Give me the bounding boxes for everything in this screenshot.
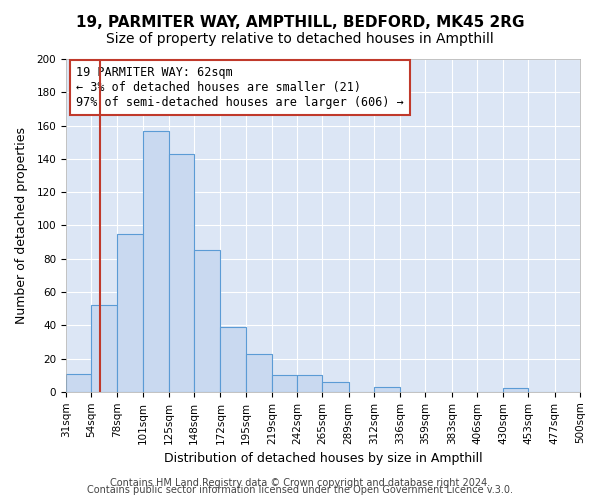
Bar: [143, 130, 169, 392]
Text: 19 PARMITER WAY: 62sqm
← 3% of detached houses are smaller (21)
97% of semi-deta: 19 PARMITER WAY: 62sqm ← 3% of detached …: [76, 66, 404, 108]
X-axis label: Distribution of detached houses by size in Ampthill: Distribution of detached houses by size …: [164, 452, 482, 465]
Bar: [91, 306, 118, 392]
Text: Contains public sector information licensed under the Open Government Licence v.: Contains public sector information licen…: [87, 485, 513, 495]
Bar: [272, 375, 297, 392]
Bar: [297, 375, 322, 392]
Text: Size of property relative to detached houses in Ampthill: Size of property relative to detached ho…: [106, 32, 494, 46]
Bar: [322, 382, 349, 392]
Bar: [245, 354, 272, 392]
Text: 19, PARMITER WAY, AMPTHILL, BEDFORD, MK45 2RG: 19, PARMITER WAY, AMPTHILL, BEDFORD, MK4…: [76, 15, 524, 30]
Y-axis label: Number of detached properties: Number of detached properties: [15, 127, 28, 324]
Bar: [374, 387, 400, 392]
Bar: [220, 327, 245, 392]
Bar: [169, 154, 194, 392]
Bar: [194, 250, 220, 392]
Bar: [503, 388, 529, 392]
Bar: [118, 234, 143, 392]
Bar: [66, 374, 91, 392]
Text: Contains HM Land Registry data © Crown copyright and database right 2024.: Contains HM Land Registry data © Crown c…: [110, 478, 490, 488]
